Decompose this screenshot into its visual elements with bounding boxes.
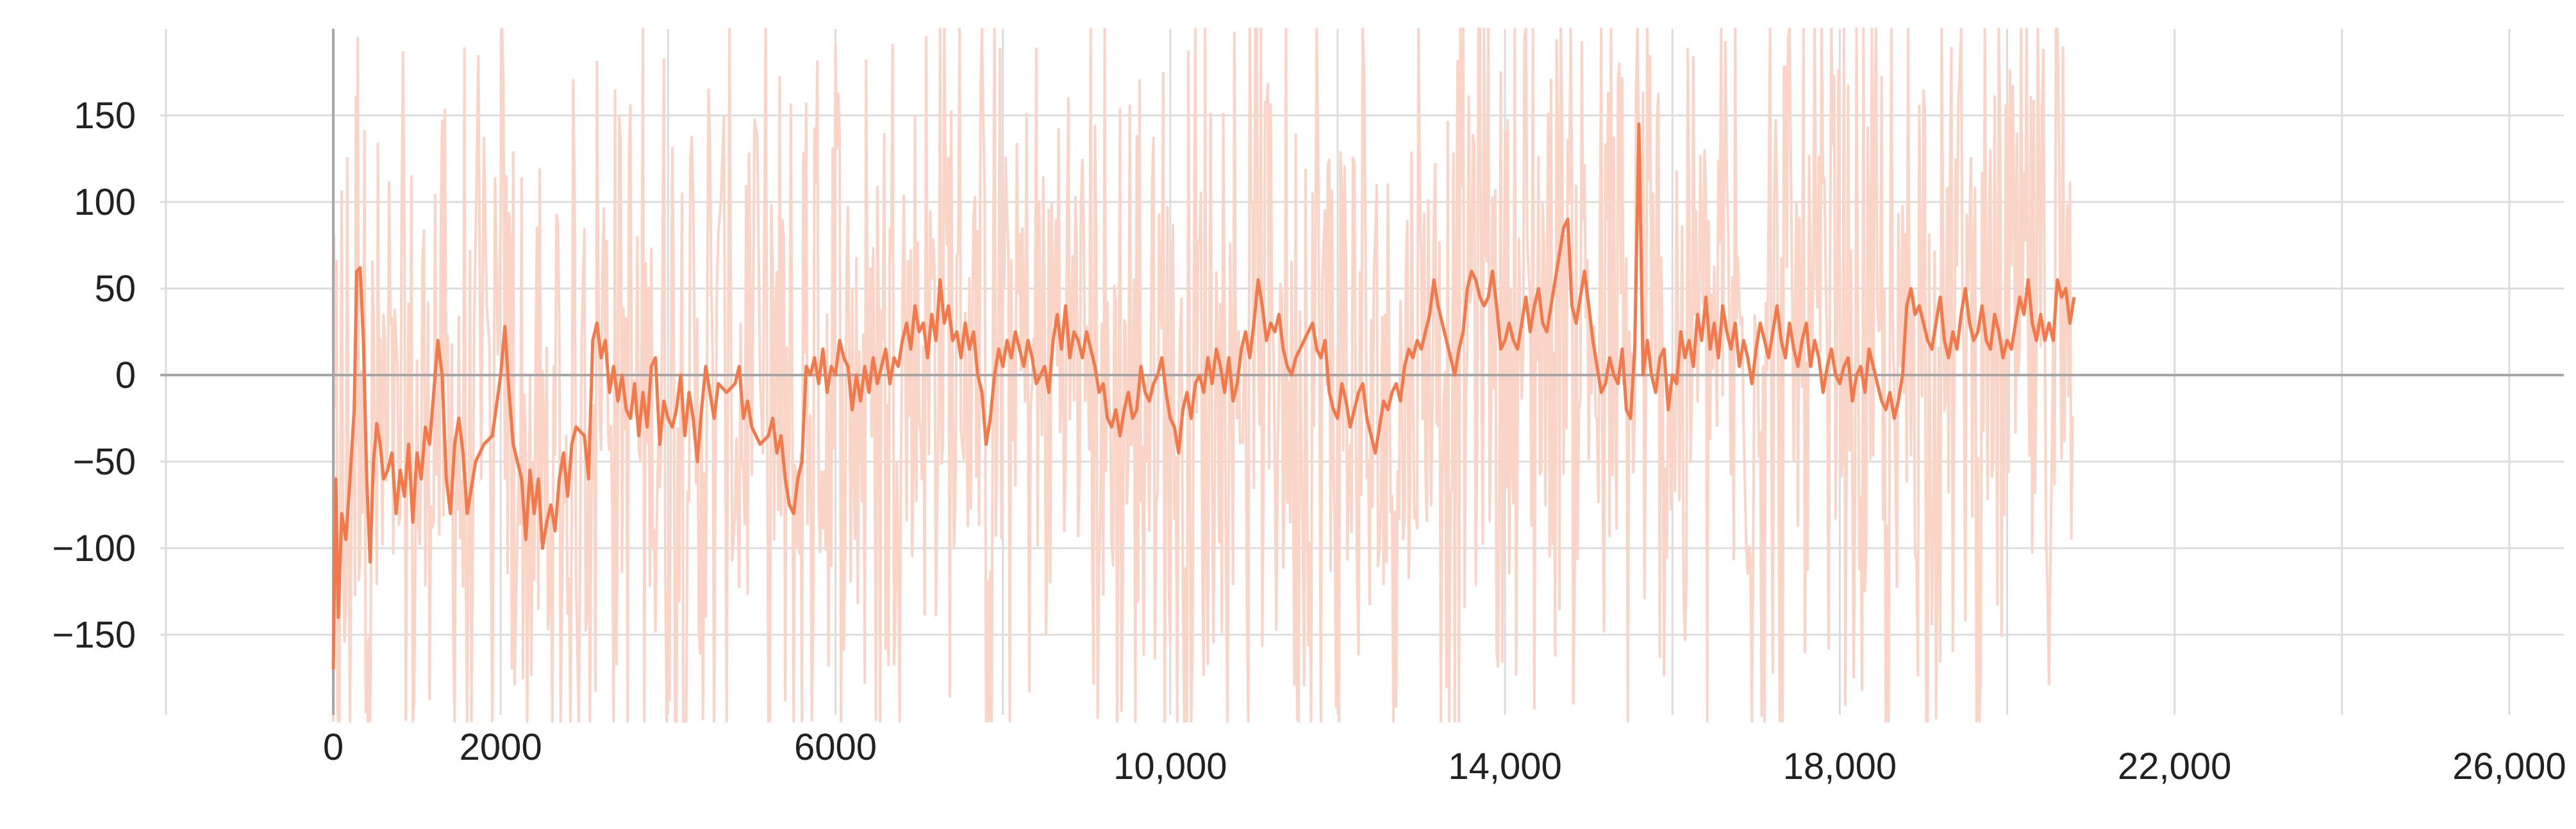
raw-noise-layer [332,28,2074,723]
y-tick-label: 100 [74,181,136,223]
y-tick-label: −100 [52,528,136,569]
x-axis-tick-labels: 0 2000 6000 10,000 14,000 18,000 22,000 26,000 [323,726,2566,787]
y-tick-label: 50 [94,268,136,310]
y-tick-label: −50 [73,441,136,483]
x-tick-label: 26,000 [2452,746,2566,787]
y-tick-label: 150 [74,95,136,137]
x-tick-label: 6000 [794,726,877,768]
x-tick-label: 18,000 [1783,746,1897,787]
x-tick-label: 0 [323,726,344,768]
y-axis-tick-labels: 150 100 50 0 −50 −100 −150 [52,95,136,656]
x-tick-label: 14,000 [1448,746,1561,787]
x-tick-label: 2000 [460,726,542,768]
raw-series-line [332,28,2074,723]
x-tick-label: 22,000 [2118,746,2231,787]
y-tick-label: 0 [115,355,136,396]
x-tick-label: 10,000 [1113,746,1227,787]
smoothed-series-line [331,122,2076,670]
y-tick-label: −150 [52,614,136,656]
